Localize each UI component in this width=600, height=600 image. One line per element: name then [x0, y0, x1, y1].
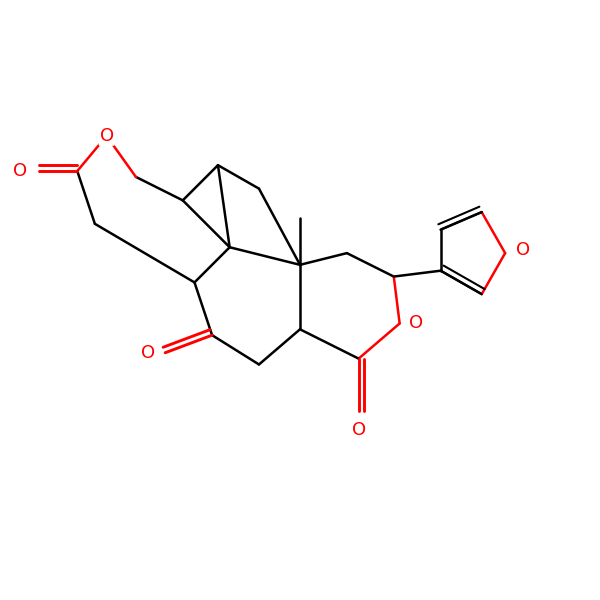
Text: O: O [13, 162, 28, 180]
Text: O: O [100, 127, 113, 145]
Text: O: O [140, 344, 155, 362]
Text: O: O [515, 241, 530, 259]
Text: O: O [409, 314, 423, 332]
Text: O: O [352, 421, 365, 439]
